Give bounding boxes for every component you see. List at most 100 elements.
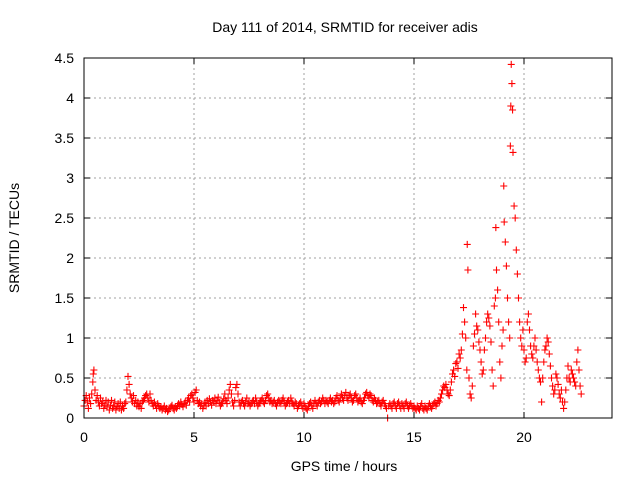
data-point [472,310,480,318]
y-tick-label: 4 [66,90,74,106]
data-point [474,326,482,334]
data-point [493,266,500,274]
data-point [512,246,520,254]
data-point [544,338,552,346]
data-point [496,358,504,366]
data-point [219,398,227,406]
y-tick-label: 1 [66,330,74,346]
data-point [509,106,517,114]
data-point [570,374,577,382]
data-point [497,374,505,382]
data-point [467,394,475,402]
data-point [530,342,538,350]
data-point [521,358,529,366]
data-point [564,362,572,370]
data-point [487,338,495,346]
data-point [402,398,410,406]
data-point [519,326,527,334]
data-point [553,374,561,382]
data-point [523,318,531,326]
data-point [297,398,305,406]
data-point [110,402,118,410]
data-point [577,390,585,398]
data-point [556,394,564,402]
data-point [475,338,483,346]
data-point [447,378,455,386]
data-point [477,358,485,366]
data-point [379,396,387,404]
data-point [230,402,238,410]
data-point [243,394,251,402]
data-point [513,270,521,278]
data-point [573,358,581,366]
data-point [303,406,311,414]
y-tick-label: 4.5 [55,50,75,66]
data-point [214,393,222,401]
data-point [533,358,541,366]
data-point [498,342,506,350]
data-point [358,400,366,408]
data-point [490,302,498,310]
y-tick-label: 2 [66,250,74,266]
data-point [522,354,530,362]
data-point [456,354,464,362]
data-point [529,354,537,362]
data-point [123,386,131,394]
data-point [517,334,525,342]
data-point [335,398,343,406]
data-point [483,318,491,326]
data-point [309,404,317,412]
data-point [560,404,568,412]
data-point [485,314,493,322]
data-point [486,322,494,330]
data-point [330,400,338,408]
data-point [482,334,489,342]
data-point [532,346,540,354]
data-point [571,378,579,386]
data-point [232,384,240,392]
data-point [568,370,576,378]
data-point [463,366,471,374]
data-point [150,398,158,406]
data-point [576,382,584,390]
data-point [307,398,315,406]
data-point [542,342,550,350]
data-point [445,392,453,400]
data-point [98,400,106,408]
data-point [89,378,97,386]
data-point [575,366,583,374]
data-point [539,374,547,382]
data-point [84,404,92,412]
data-point [562,386,570,394]
data-point [505,318,513,326]
data-point [205,395,213,403]
data-point [88,390,96,398]
data-point [423,406,431,414]
chart-title: Day 111 of 2014, SRMTID for receiver adi… [212,19,478,35]
data-point [537,378,544,386]
data-point [435,398,443,406]
data-point [469,342,477,350]
data-point [495,318,503,326]
data-point [366,390,374,398]
data-point [491,294,499,302]
x-tick-label: 5 [190,429,198,445]
data-point [444,390,452,398]
axis-ticks: 0 0.5 1 1.5 2 2.5 3 3.5 4 4.5 0 5 10 15 20 [55,50,612,445]
data-point [462,334,470,342]
data-point [545,350,553,358]
data-point [234,390,242,398]
data-point [508,80,516,88]
data-point [451,372,459,380]
y-tick-label: 0 [66,410,74,426]
data-point [226,380,234,388]
data-point [221,390,229,398]
data-point [516,318,524,326]
data-point [463,240,471,248]
data-point [287,394,295,402]
data-point [488,366,496,374]
data-point [554,380,562,388]
data-point [507,60,515,68]
data-point [518,342,526,350]
